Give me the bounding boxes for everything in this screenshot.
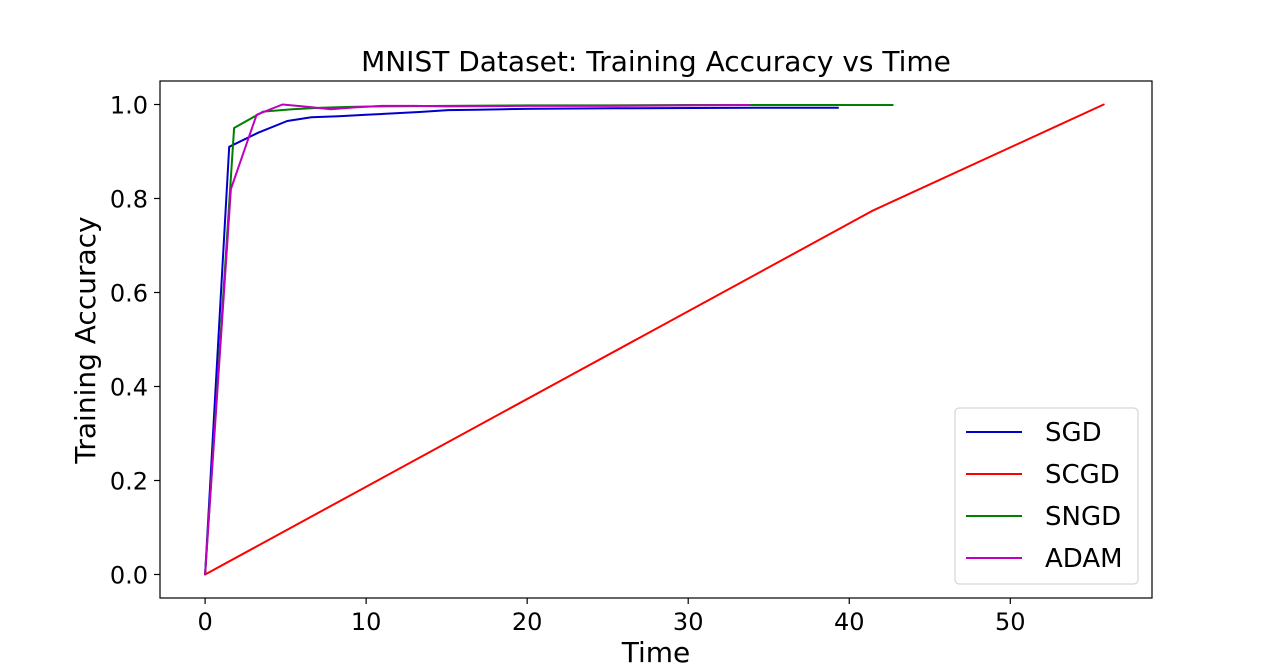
y-tick-label: 0.8 (110, 186, 148, 214)
x-tick-label: 20 (512, 608, 543, 636)
x-axis-label: Time (621, 636, 691, 669)
x-tick-label: 40 (834, 608, 865, 636)
y-tick-label: 0.0 (110, 562, 148, 590)
series-line-sgd (204, 106, 839, 576)
y-tick-label: 0.2 (110, 468, 148, 496)
x-tick-label: 30 (673, 608, 704, 636)
legend-label-sngd: SNGD (1045, 502, 1121, 532)
legend: SGD SCGD SNGD ADAM (954, 407, 1139, 585)
x-tick-label: 0 (197, 608, 212, 636)
y-tick-label: 0.6 (110, 280, 148, 308)
x-tick-label: 10 (351, 608, 382, 636)
chart-title: MNIST Dataset: Training Accuracy vs Time (361, 45, 951, 78)
series-line-scgd (204, 103, 1105, 576)
series-line-adam (204, 103, 751, 576)
y-axis: 0.0 0.2 0.4 0.6 0.8 1.0 (110, 92, 160, 590)
x-axis: 0 10 20 30 40 50 (197, 598, 1026, 636)
legend-label-sgd: SGD (1045, 418, 1102, 448)
plot-area-frame (159, 80, 1153, 599)
legend-frame (954, 407, 1139, 585)
series-layer (204, 103, 1105, 576)
legend-label-scgd: SCGD (1045, 460, 1120, 490)
y-axis-label: Training Accuracy (69, 216, 102, 464)
legend-label-adam: ADAM (1045, 544, 1123, 574)
x-tick-label: 50 (995, 608, 1026, 636)
y-tick-label: 1.0 (110, 92, 148, 120)
y-tick-label: 0.4 (110, 374, 148, 402)
